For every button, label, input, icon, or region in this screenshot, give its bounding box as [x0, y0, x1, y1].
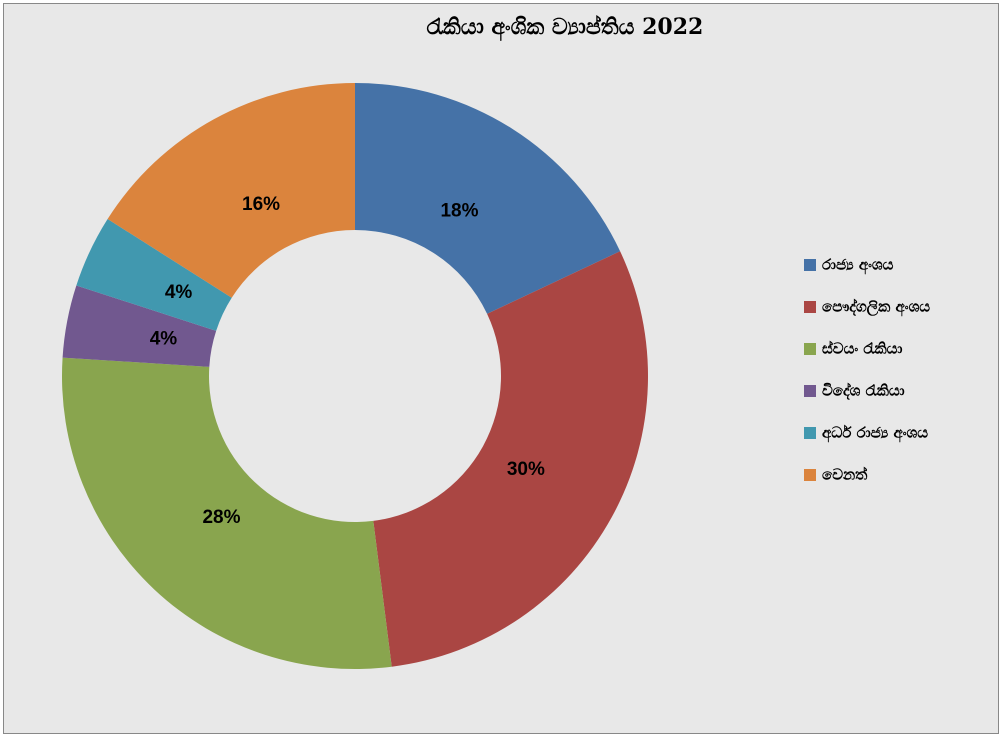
legend-label: ස්වයං රැකියා [822, 339, 902, 357]
donut-slice [355, 83, 621, 314]
data-label: 4% [150, 328, 178, 349]
legend-swatch [804, 343, 816, 355]
data-label: 18% [440, 200, 478, 221]
donut-slice [62, 285, 217, 367]
legend-label: වෙනත් [822, 465, 868, 483]
legend-label: අර්ධ රාජ්‍ය අංශය [822, 424, 928, 443]
legend-label: විදේශ රැකියා [822, 381, 905, 400]
legend-swatch [804, 301, 816, 313]
legend-swatch [804, 469, 816, 481]
legend-swatch [804, 385, 816, 397]
data-label: 16% [242, 194, 280, 215]
donut-slice [107, 83, 356, 298]
chart-title: රැකියා අංශික ව්‍යාප්තිය 2022 [427, 14, 704, 41]
donut-slice [62, 357, 392, 670]
legend-swatch [804, 259, 816, 271]
legend-swatch [804, 427, 816, 439]
donut-slice [76, 219, 232, 331]
donut-slice [373, 251, 648, 667]
data-label: 28% [202, 507, 240, 528]
data-label: 4% [165, 282, 193, 303]
legend-label: රාජ්‍ය අංශය [822, 256, 894, 275]
data-label: 30% [507, 459, 545, 480]
legend-label: පෞද්ගලික අංශය [822, 297, 930, 316]
